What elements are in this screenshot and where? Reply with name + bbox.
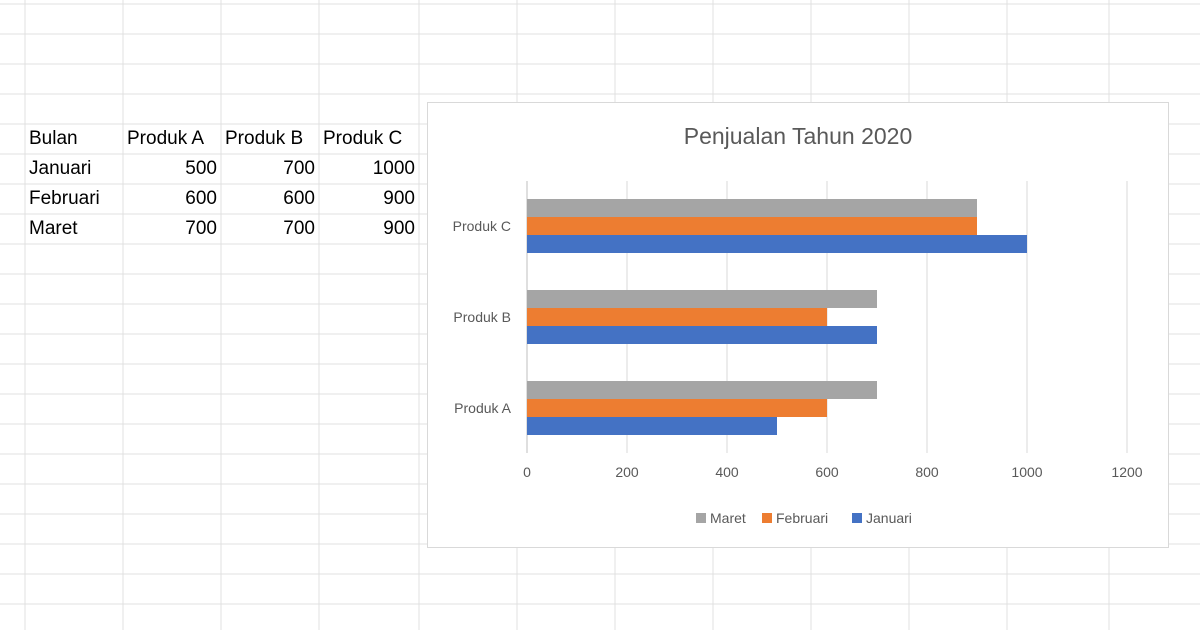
cell-value[interactable]: 700 (283, 218, 315, 239)
cell-value[interactable]: 600 (185, 188, 217, 209)
legend-label[interactable]: Maret (710, 510, 746, 526)
bar-februari[interactable] (527, 217, 977, 235)
x-tick-label: 200 (615, 464, 639, 480)
bar-maret[interactable] (527, 290, 877, 308)
row-label[interactable]: Februari (29, 188, 100, 209)
x-tick-label: 600 (815, 464, 839, 480)
bar-januari[interactable] (527, 417, 777, 435)
cell-value[interactable]: 600 (283, 188, 315, 209)
bar-maret[interactable] (527, 381, 877, 399)
header-produk-a[interactable]: Produk A (127, 128, 205, 149)
chart-title: Penjualan Tahun 2020 (683, 123, 913, 149)
bar-maret[interactable] (527, 199, 977, 217)
header-produk-b[interactable]: Produk B (225, 128, 304, 149)
bar-januari[interactable] (527, 326, 877, 344)
legend-swatch (762, 513, 772, 523)
x-tick-label: 800 (915, 464, 939, 480)
x-tick-label: 0 (523, 464, 531, 480)
category-label: Produk A (454, 400, 511, 416)
bar-chart: 0 200 400 600 800 1000 1200 Produk C Produk B Pro… (453, 181, 1143, 526)
row-label[interactable]: Januari (29, 158, 92, 179)
bar-februari[interactable] (527, 308, 827, 326)
cell-value[interactable]: 500 (185, 158, 217, 179)
cell-value[interactable]: 1000 (372, 158, 415, 179)
x-tick-label: 1000 (1011, 464, 1042, 480)
row-label[interactable]: Maret (29, 218, 78, 239)
category-label: Produk C (453, 218, 511, 234)
cell-value[interactable]: 700 (283, 158, 315, 179)
legend-swatch (852, 513, 862, 523)
cell-value[interactable]: 900 (383, 188, 415, 209)
chart-container[interactable]: Penjualan Tahun 2020 0 200 400 600 800 1000 12… (427, 102, 1169, 548)
legend-swatch (696, 513, 706, 523)
bar-februari[interactable] (527, 399, 827, 417)
header-bulan[interactable]: Bulan (29, 128, 78, 149)
x-tick-label: 1200 (1111, 464, 1142, 480)
legend-label[interactable]: Februari (776, 510, 828, 526)
legend-label[interactable]: Januari (866, 510, 912, 526)
cell-value[interactable]: 900 (383, 218, 415, 239)
x-tick-label: 400 (715, 464, 739, 480)
cell-value[interactable]: 700 (185, 218, 217, 239)
category-label: Produk B (453, 309, 511, 325)
bar-januari[interactable] (527, 235, 1027, 253)
header-produk-c[interactable]: Produk C (323, 128, 403, 149)
